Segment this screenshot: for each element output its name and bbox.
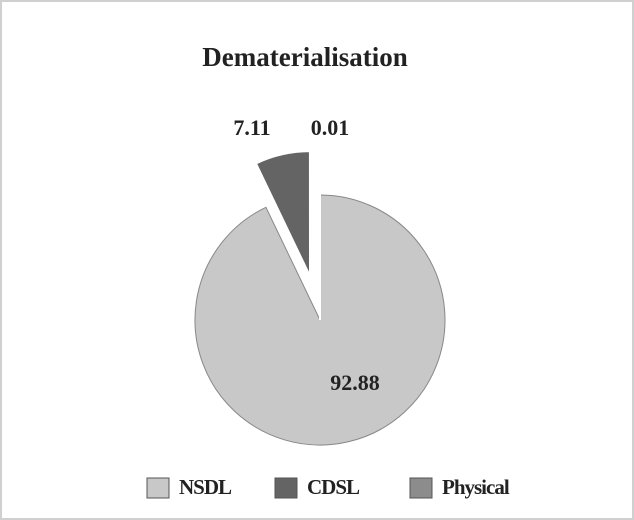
legend-swatch	[274, 477, 298, 499]
pie-slice	[194, 194, 446, 446]
data-label: 0.01	[311, 115, 350, 140]
data-label: 7.11	[233, 115, 270, 140]
legend-swatch	[409, 477, 433, 499]
pie-slice	[254, 150, 312, 277]
legend-label: CDSL	[307, 475, 360, 499]
chart-title: Dematerialisation	[202, 42, 407, 72]
legend-label: NSDL	[179, 475, 232, 499]
data-label: 92.88	[330, 370, 380, 395]
legend-swatch	[146, 477, 170, 499]
legend-label: Physical	[442, 475, 510, 499]
